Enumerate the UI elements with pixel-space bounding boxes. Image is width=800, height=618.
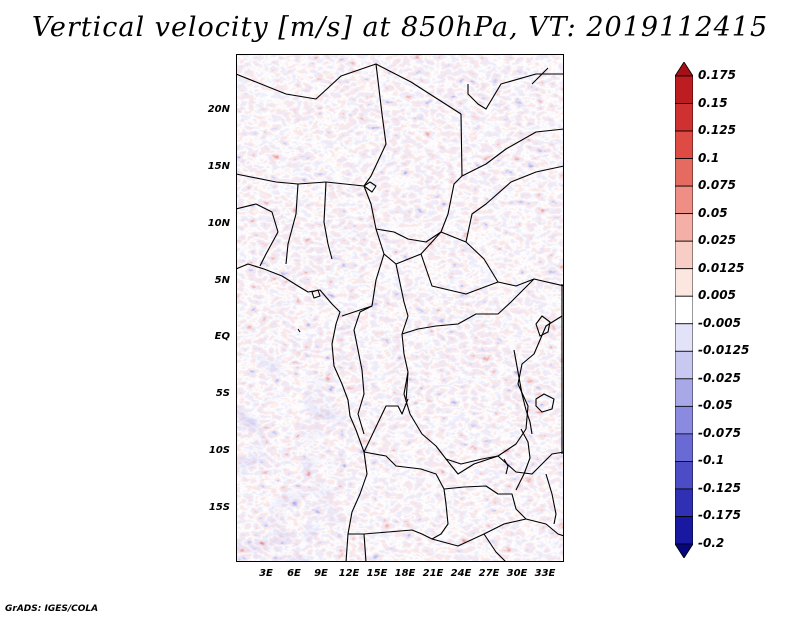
colorbar-tick-label: -0.05 [698, 398, 733, 413]
colorbar-tick-label: 0.125 [698, 123, 736, 138]
lon-label-6e: 6E [287, 568, 301, 579]
colorbar-bottom-arrow [675, 543, 693, 558]
colorbar-tick-label: -0.0125 [698, 343, 750, 358]
grads-credit: GrADS: IGES/COLA [5, 604, 99, 614]
lat-label-10s: 10S [208, 445, 230, 456]
colorbar-swatch [675, 378, 693, 407]
colorbar-tick-label: 0.005 [698, 288, 736, 303]
lon-label-15e: 15E [366, 568, 388, 579]
colorbar-swatch [675, 268, 693, 297]
lat-label-15s: 15S [208, 502, 230, 513]
colorbar-swatch [675, 158, 693, 187]
colorbar-tick-label: 0.025 [698, 233, 736, 248]
lon-label-24e: 24E [450, 568, 472, 579]
lat-label-eq: EQ [214, 331, 230, 342]
lon-label-12e: 12E [338, 568, 360, 579]
colorbar-swatch [675, 488, 693, 517]
lat-label-10n: 10N [207, 218, 230, 229]
colorbar-swatch [675, 130, 693, 159]
colorbar-tick-label: 0.175 [698, 68, 736, 82]
lon-label-18e: 18E [394, 568, 416, 579]
colorbar-swatch [675, 213, 693, 242]
colorbar-swatch [675, 295, 693, 325]
lon-label-3e: 3E [259, 568, 273, 579]
colorbar-tick-label: 0.0125 [698, 260, 745, 275]
colorbar-swatch [675, 240, 693, 270]
lat-label-5n: 5N [214, 275, 230, 286]
lon-label-33e: 33E [534, 568, 556, 579]
colorbar-swatch [675, 323, 693, 352]
colorbar-tick-label: 0.075 [698, 178, 736, 193]
lon-label-21e: 21E [422, 568, 444, 579]
colorbar-tick-label: 0.1 [698, 150, 720, 165]
colorbar-tick-label: -0.075 [698, 425, 741, 440]
colorbar-swatch [675, 185, 693, 215]
colorbar-tick-label: -0.2 [698, 536, 725, 550]
colorbar-top-arrow [675, 62, 693, 77]
colorbar-swatch [675, 516, 693, 545]
lon-label-9e: 9E [314, 568, 328, 579]
colorbar-swatch [675, 350, 693, 380]
colorbar-swatch [675, 405, 693, 435]
colorbar-swatch [675, 75, 693, 104]
lon-label-30e: 30E [506, 568, 528, 579]
colorbar-tick-label: 0.15 [698, 95, 728, 110]
colorbar-tick-label: -0.025 [698, 370, 741, 385]
colorbar-swatch [675, 461, 693, 490]
colorbar-tick-label: -0.125 [698, 480, 741, 495]
colorbar-swatch [675, 103, 693, 132]
map-title: Vertical velocity [m/s] at 850hPa, VT: 2… [31, 12, 769, 43]
country-borders [236, 63, 564, 562]
lat-label-5s: 5S [215, 388, 230, 399]
colorbar-tick-label: 0.05 [698, 205, 728, 220]
lon-label-27e: 27E [478, 568, 500, 579]
colorbar [675, 62, 693, 558]
lat-label-15n: 15N [207, 161, 230, 172]
vertical-velocity-map [236, 54, 564, 562]
colorbar-tick-label: -0.1 [698, 453, 725, 468]
lat-label-20n: 20N [207, 104, 230, 115]
map-panel [236, 54, 564, 562]
colorbar-tick-label: -0.005 [698, 315, 741, 330]
colorbar-tick-label: -0.175 [698, 508, 741, 523]
colorbar-swatch [675, 433, 693, 462]
map-border [236, 54, 564, 562]
ocean-descent-field [236, 354, 346, 562]
